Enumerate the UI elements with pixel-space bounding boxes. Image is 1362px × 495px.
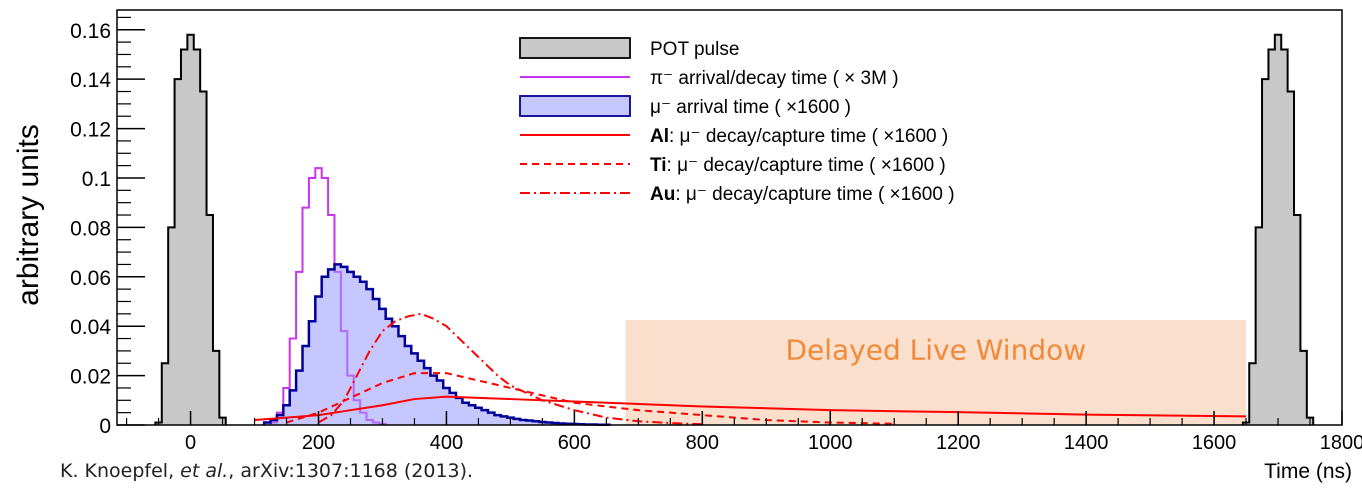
pot-pulse-histogram-left (154, 33, 227, 425)
plot-frame (116, 9, 1343, 426)
x-tick-label: 800 (686, 432, 719, 454)
ti-decay-curve (286, 372, 895, 425)
axis-ticks: 0 200 400 600 800 1000 1200 1400 1600 1800 0 0.02 0.… (70, 16, 1362, 454)
series-layer (154, 33, 1315, 427)
y-tick-label: 0.16 (70, 20, 111, 43)
x-tick-label: 200 (302, 432, 335, 454)
legend-swatch (519, 37, 631, 59)
x-tick-label: 1000 (808, 432, 853, 454)
legend-label: μ⁻ arrival time ( ×1600 ) (650, 97, 851, 118)
legend: POT pulse π⁻ arrival/decay time ( × 3M ) μ… (519, 37, 955, 205)
x-tick-label: 0 (185, 432, 196, 454)
legend-label: π⁻ arrival/decay time ( × 3M ) (650, 68, 899, 89)
al-decay-curve (254, 395, 1247, 422)
x-tick-label: 400 (430, 432, 463, 454)
y-tick-label: 0.08 (70, 217, 111, 240)
legend-label: Au: μ⁻ decay/capture time ( ×1600 ) (650, 184, 955, 205)
x-tick-label: 1400 (1064, 432, 1109, 454)
legend-label: Ti: μ⁻ decay/capture time ( ×1600 ) (650, 155, 946, 176)
citation-etal: et al. (180, 460, 229, 482)
legend-label: Al: μ⁻ decay/capture time ( ×1600 ) (650, 126, 948, 147)
y-tick-label: 0.14 (70, 69, 111, 92)
delayed-live-window-label: Delayed Live Window (785, 334, 1086, 367)
pot-pulse-histogram-right (1241, 33, 1315, 425)
y-axis-label: arbitrary units (12, 124, 45, 306)
x-tick-label: 600 (558, 432, 591, 454)
legend-label: POT pulse (650, 39, 739, 60)
y-tick-label: 0.04 (70, 316, 111, 339)
citation: K. Knoepfel, et al., arXiv:1307:1168 (20… (60, 460, 473, 482)
x-tick-label: 1200 (936, 432, 981, 454)
x-tick-label: 1600 (1192, 432, 1237, 454)
x-tick-label: 1800 (1320, 432, 1362, 454)
x-axis-label: Time (ns) (1264, 460, 1352, 483)
muon-arrival-histogram (262, 263, 611, 427)
citation-rest: , arXiv:1307:1168 (2013). (228, 460, 474, 482)
y-tick-label: 0.02 (70, 366, 111, 389)
citation-author: K. Knoepfel, (60, 460, 181, 482)
legend-swatch (519, 95, 631, 117)
y-tick-label: 0.1 (82, 168, 111, 191)
y-tick-label: 0.06 (70, 267, 111, 290)
y-tick-label: 0.12 (70, 119, 111, 142)
y-tick-label: 0 (99, 415, 111, 438)
